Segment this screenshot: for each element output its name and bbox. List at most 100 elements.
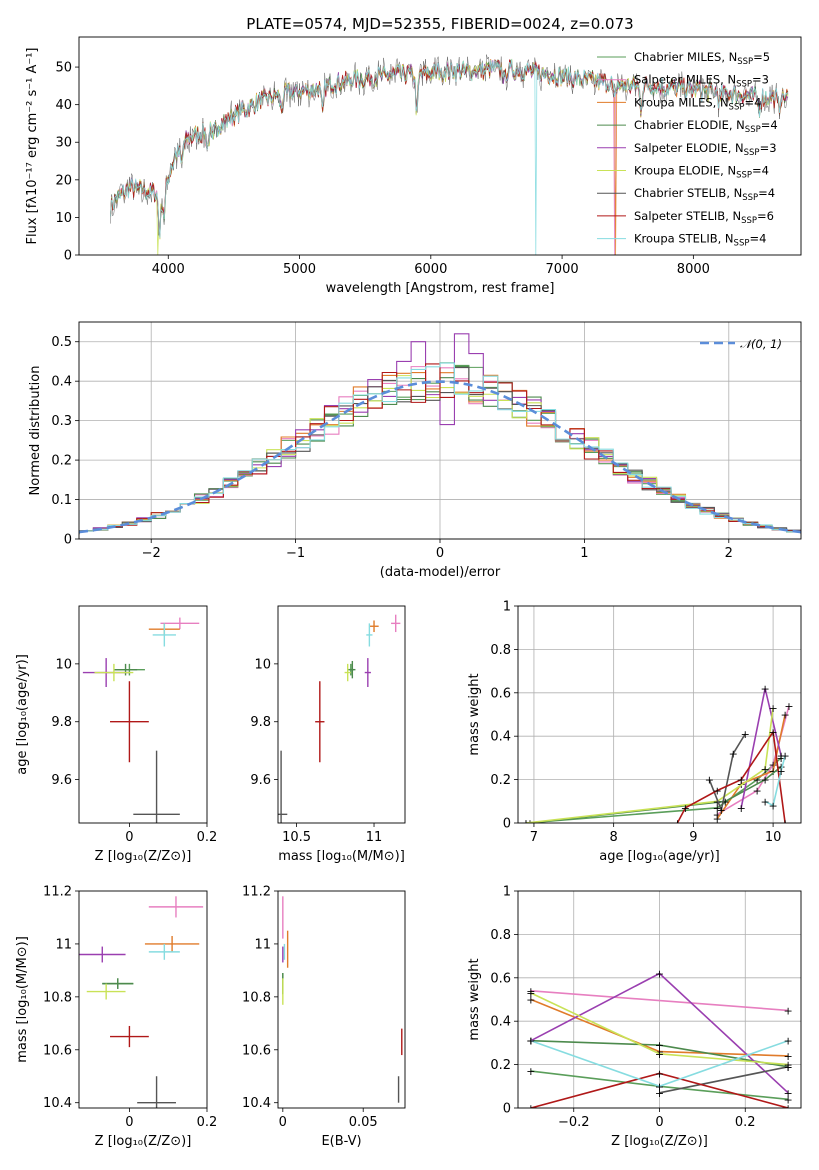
plot-area — [110, 54, 789, 255]
x-axis-label: (data-model)/error — [380, 565, 501, 580]
plot-area — [282, 896, 403, 1103]
mass-weight-marker: + — [713, 808, 722, 821]
mass-weight-marker: + — [784, 1102, 793, 1115]
y-tick-label: 1 — [503, 885, 511, 900]
mass-weight-marker: + — [784, 1061, 793, 1074]
legend-label: Chabrier ELODIE, NSSP=4 — [634, 118, 778, 135]
mass-weight-marker: + — [768, 800, 777, 813]
mass-weight-marker: + — [776, 750, 785, 763]
mass-weight-line-7 — [530, 1072, 789, 1108]
x-tick-label: 8000 — [677, 262, 710, 277]
mass-weight-marker: + — [655, 1046, 664, 1059]
y-tick-label: 11.2 — [242, 885, 271, 900]
x-tick-label: 0 — [279, 1115, 287, 1130]
legend-sub: SSP — [741, 216, 757, 226]
legend-text: =6 — [757, 209, 774, 223]
y-tick-label: 10 — [55, 211, 72, 226]
axes-frame — [78, 605, 208, 824]
point-6 — [133, 750, 180, 823]
y-tick-label: 10.6 — [242, 1043, 271, 1058]
panel-mass-weight-vs-age: +++++++++++++++++++++++++++++++++++++7 8 9… — [467, 600, 802, 864]
mass-weight-marker: + — [737, 802, 746, 815]
legend-text: Kroupa MILES, N — [634, 95, 729, 109]
legend-sub: SSP — [734, 239, 750, 249]
legend-text: =4 — [744, 95, 761, 109]
x-tick-label: −1 — [286, 546, 305, 561]
plot-area — [79, 896, 204, 1108]
mass-weight-marker: + — [784, 1004, 793, 1017]
point-2 — [369, 620, 379, 633]
panel-age-vs-Z: 0 0.2 9.6 9.8 10 Z [log₁₀(Z/Z⊙)] age [log₁₀(ag… — [15, 605, 217, 864]
y-tick-label: 1 — [503, 600, 511, 615]
legend-text: Chabrier STELIB, N — [634, 186, 742, 200]
plot-area: +++++++ ++ ++++++++++++++++ — [526, 967, 793, 1115]
point-6 — [137, 1076, 176, 1108]
figure-title: PLATE=0574, MJD=52355, FIBERID=0024, z=0… — [246, 15, 633, 33]
x-tick-label: 10 — [765, 830, 782, 845]
y-tick-label: 11 — [55, 937, 72, 952]
mass-weight-marker: + — [525, 817, 534, 830]
x-tick-label: 0 — [436, 546, 444, 561]
mass-weight-line-6 — [708, 733, 746, 813]
y-tick-label: 0.4 — [490, 1015, 511, 1030]
axes: 0 0.05 10.4 10.6 10.8 11 11.2 E(B-V) — [242, 885, 406, 1149]
mass-weight-marker: + — [768, 758, 777, 771]
point-3 — [349, 660, 356, 679]
mass-weight-marker: + — [721, 795, 730, 808]
point-6 — [278, 750, 288, 823]
mass-weight-marker: + — [526, 985, 535, 998]
mass-weight-line-5 — [530, 992, 789, 1066]
panel-spectrum: 4000 5000 6000 7000 8000 0 10 20 30 40 50 wavelengt… — [25, 36, 802, 296]
mass-weight-marker: + — [681, 802, 690, 815]
x-tick-label: 7 — [530, 830, 538, 845]
mass-weight-marker: + — [768, 765, 777, 778]
legend-sub: SSP — [744, 148, 760, 158]
mass-weight-marker: + — [655, 1039, 664, 1052]
mass-weight-marker: + — [655, 1080, 664, 1093]
x-tick-label: 10.5 — [282, 830, 311, 845]
point-8 — [152, 623, 176, 647]
mass-weight-marker: + — [655, 1087, 664, 1100]
mass-weight-line-8 — [764, 755, 786, 807]
point-7 — [110, 681, 149, 763]
y-tick-label: 0.2 — [51, 454, 72, 469]
mass-weight-marker: + — [784, 1059, 793, 1072]
y-tick-label: 10.8 — [43, 990, 72, 1005]
mass-weight-line-7 — [676, 729, 786, 823]
point-8 — [148, 943, 180, 960]
panel-mass-vs-EBV: 0 0.05 10.4 10.6 10.8 11 11.2 E(B-V) — [242, 885, 406, 1149]
panel-mass-weight-vs-Z: +++++++ ++ ++++++++++++++++−0.2 0 0.2 0 0.2 0.4… — [467, 885, 802, 1149]
legend-text: Salpeter STELIB, N — [634, 209, 741, 223]
legend-text: =4 — [749, 232, 766, 246]
mass-weight-line-4 — [530, 972, 789, 1094]
legend-sub: SSP — [736, 80, 752, 90]
mass-weight-marker: + — [521, 817, 530, 830]
point-3 — [102, 978, 134, 989]
mass-weight-marker: + — [526, 1035, 535, 1048]
histogram-step-8 — [79, 362, 801, 535]
axes: −0.2 0 0.2 0 0.2 0.4 0.6 0.8 1 Z [log₁₀(Z/Z⊙)] mas… — [467, 885, 802, 1149]
y-tick-label: 0.3 — [51, 414, 72, 429]
x-tick-label: 0.05 — [349, 1115, 378, 1130]
mass-weight-marker: + — [776, 752, 785, 765]
y-tick-label: 0 — [64, 249, 72, 264]
mass-weight-marker: + — [526, 1102, 535, 1115]
point-7 — [315, 681, 325, 763]
legend-text: Salpeter MILES, N — [634, 73, 736, 87]
mass-weight-marker: + — [768, 726, 777, 739]
legend-label: Kroupa MILES, NSSP=4 — [634, 95, 761, 112]
legend-text: =3 — [760, 141, 777, 155]
panels: 4000 5000 6000 7000 800001020304050wavelengt… — [15, 36, 802, 1149]
legend-sub: SSP — [737, 57, 753, 67]
x-axis-label: E(B-V) — [321, 1134, 361, 1149]
mass-weight-line-6 — [659, 1066, 789, 1094]
y-tick-label: 0 — [64, 533, 72, 548]
point-7 — [110, 1025, 149, 1048]
mass-weight-marker: + — [780, 817, 789, 830]
mass-weight-marker: + — [526, 994, 535, 1007]
mass-weight-marker: + — [784, 1093, 793, 1106]
y-tick-label: 50 — [55, 61, 72, 76]
x-tick-label: 5000 — [283, 262, 316, 277]
